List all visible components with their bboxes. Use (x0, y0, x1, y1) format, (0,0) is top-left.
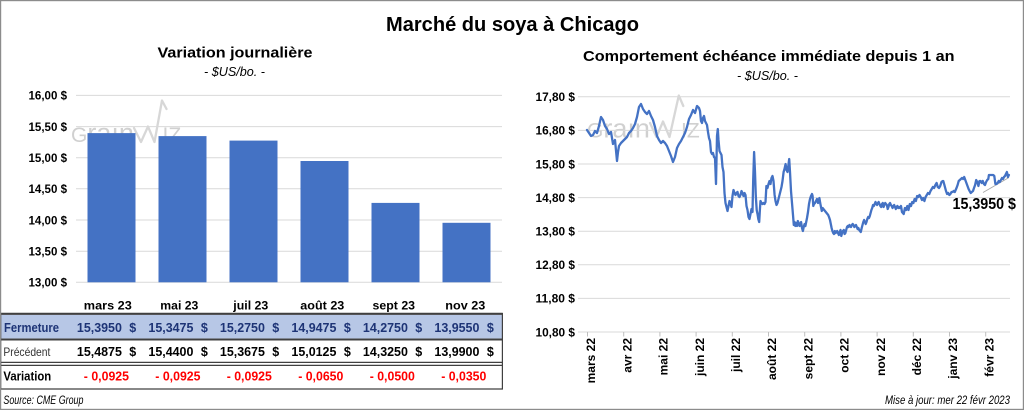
svg-text:$: $ (129, 345, 136, 359)
svg-text:nov 23: nov 23 (445, 299, 485, 313)
svg-text:Variation journalière: Variation journalière (158, 45, 313, 62)
svg-text:Comportement échéance immédiat: Comportement échéance immédiate depuis 1… (583, 48, 955, 65)
svg-text:déc 22: déc 22 (910, 338, 924, 376)
svg-text:$: $ (487, 345, 494, 359)
svg-text:16,80 $: 16,80 $ (536, 124, 576, 138)
svg-text:$: $ (415, 321, 422, 335)
svg-text:mai 23: mai 23 (160, 299, 198, 313)
svg-text:14,2750: 14,2750 (363, 321, 408, 335)
svg-text:$: $ (201, 321, 208, 335)
svg-text:mars 22: mars 22 (584, 338, 598, 384)
svg-text:14,9475: 14,9475 (291, 321, 336, 335)
svg-text:$: $ (344, 321, 351, 335)
svg-text:sept 22: sept 22 (801, 338, 815, 380)
svg-text:15,2750: 15,2750 (220, 321, 265, 335)
svg-text:15,3475: 15,3475 (148, 321, 193, 335)
svg-text:sept 23: sept 23 (373, 299, 416, 313)
svg-text:17,80 $: 17,80 $ (536, 90, 576, 104)
svg-text:15,4875: 15,4875 (77, 345, 122, 359)
svg-text:14,3250: 14,3250 (363, 345, 408, 359)
svg-text:14,80 $: 14,80 $ (536, 191, 576, 205)
svg-text:13,9900: 13,9900 (434, 345, 479, 359)
svg-text:15,0125: 15,0125 (291, 345, 336, 359)
svg-text:août 23: août 23 (300, 299, 344, 313)
svg-text:- 0,0650: - 0,0650 (298, 370, 343, 384)
svg-text:nov 22: nov 22 (874, 338, 888, 376)
svg-text:- 0,0500: - 0,0500 (370, 370, 415, 384)
svg-text:- 0,0925: - 0,0925 (84, 370, 129, 384)
svg-text:$: $ (272, 345, 279, 359)
svg-text:13,80 $: 13,80 $ (536, 225, 576, 239)
svg-text:13,00 $: 13,00 $ (29, 276, 68, 290)
svg-text:- 0,0925: - 0,0925 (155, 370, 200, 384)
svg-text:13,50 $: 13,50 $ (29, 245, 68, 259)
svg-text:15,3950: 15,3950 (77, 321, 122, 335)
svg-text:Mise à jour: mer 22 févr 2023: Mise à jour: mer 22 févr 2023 (885, 393, 1010, 407)
svg-text:$: $ (344, 345, 351, 359)
svg-text:mai 22: mai 22 (657, 338, 671, 376)
svg-text:$: $ (129, 321, 136, 335)
svg-text:juin 22: juin 22 (693, 338, 707, 377)
svg-text:15,00 $: 15,00 $ (29, 151, 68, 165)
svg-text:15,50 $: 15,50 $ (29, 120, 68, 134)
svg-text:11,80 $: 11,80 $ (536, 292, 576, 306)
svg-text:16,00 $: 16,00 $ (29, 89, 68, 103)
svg-text:13,9550: 13,9550 (434, 321, 479, 335)
svg-text:Source: CME Group: Source: CME Group (3, 395, 83, 407)
svg-text:août 22: août 22 (765, 338, 779, 380)
svg-text:oct 22: oct 22 (838, 338, 852, 373)
svg-text:Marché du soya à Chicago: Marché du soya à Chicago (386, 14, 639, 36)
svg-text:$: $ (272, 321, 279, 335)
svg-text:- $US/bo. -: - $US/bo. - (204, 64, 266, 79)
svg-text:14,00 $: 14,00 $ (29, 213, 68, 227)
svg-text:janv 23: janv 23 (946, 338, 960, 380)
svg-text:15,80 $: 15,80 $ (536, 157, 576, 171)
svg-text:Fermeture: Fermeture (4, 321, 59, 335)
svg-text:15,3675: 15,3675 (220, 345, 265, 359)
svg-text:14,50 $: 14,50 $ (29, 182, 68, 196)
svg-text:juil 22: juil 22 (729, 338, 743, 373)
svg-text:- 0,0925: - 0,0925 (227, 370, 272, 384)
svg-text:$: $ (487, 321, 494, 335)
svg-text:10,80 $: 10,80 $ (536, 325, 576, 339)
svg-text:12,80 $: 12,80 $ (536, 258, 576, 272)
svg-text:Précédent: Précédent (3, 345, 51, 359)
svg-text:- 0,0350: - 0,0350 (441, 370, 486, 384)
svg-text:mars 23: mars 23 (84, 299, 132, 313)
svg-text:$: $ (201, 345, 208, 359)
svg-text:juil 23: juil 23 (232, 299, 268, 313)
svg-text:avr 22: avr 22 (620, 338, 634, 373)
svg-text:$: $ (415, 345, 422, 359)
svg-text:Variation: Variation (3, 370, 51, 384)
svg-text:15,3950 $: 15,3950 $ (953, 196, 1017, 213)
svg-text:- $US/bo. -: - $US/bo. - (737, 68, 799, 83)
svg-text:févr 23: févr 23 (982, 338, 996, 377)
svg-text:15,4400: 15,4400 (148, 345, 193, 359)
